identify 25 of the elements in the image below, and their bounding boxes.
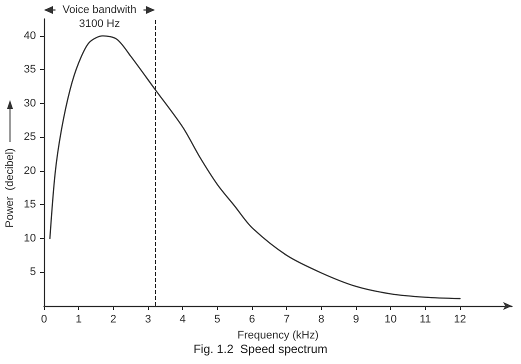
y-tick-label: 20	[24, 164, 36, 177]
y-tick-label: 15	[24, 198, 36, 211]
x-tick-label: 8	[318, 314, 324, 326]
x-tick-label: 4	[180, 314, 186, 326]
x-tick-label: 3	[144, 314, 152, 326]
y-tick-label: 35	[24, 64, 36, 76]
y-tick-label: 30	[24, 97, 36, 110]
x-axis-title: Frequency (kHz)	[237, 329, 319, 342]
x-tick-label: 11	[420, 314, 432, 326]
y-tick-label: 5	[30, 266, 36, 278]
annotation: Voice bandwith 3100 Hz	[62, 4, 136, 30]
x-tick-label: 6	[248, 314, 256, 326]
x-tick-label: 10	[384, 314, 397, 326]
x-tick-label: 7	[284, 314, 290, 326]
x-tick-label: 0	[40, 314, 48, 326]
x-tick-label: 12	[454, 314, 466, 326]
x-tick-label: 9	[352, 314, 360, 326]
y-tick-label: 40	[24, 30, 36, 42]
x-tick-label: 2	[110, 314, 116, 326]
y-axis-title: Power (decibel)	[4, 148, 16, 228]
y-tick-label: 10	[24, 232, 36, 244]
x-tick-label: 5	[214, 314, 220, 326]
x-tick-label: 1	[76, 314, 82, 326]
text: Fig. 1.2 Speed spectrum	[193, 342, 328, 356]
y-tick-label: 25	[24, 131, 36, 144]
